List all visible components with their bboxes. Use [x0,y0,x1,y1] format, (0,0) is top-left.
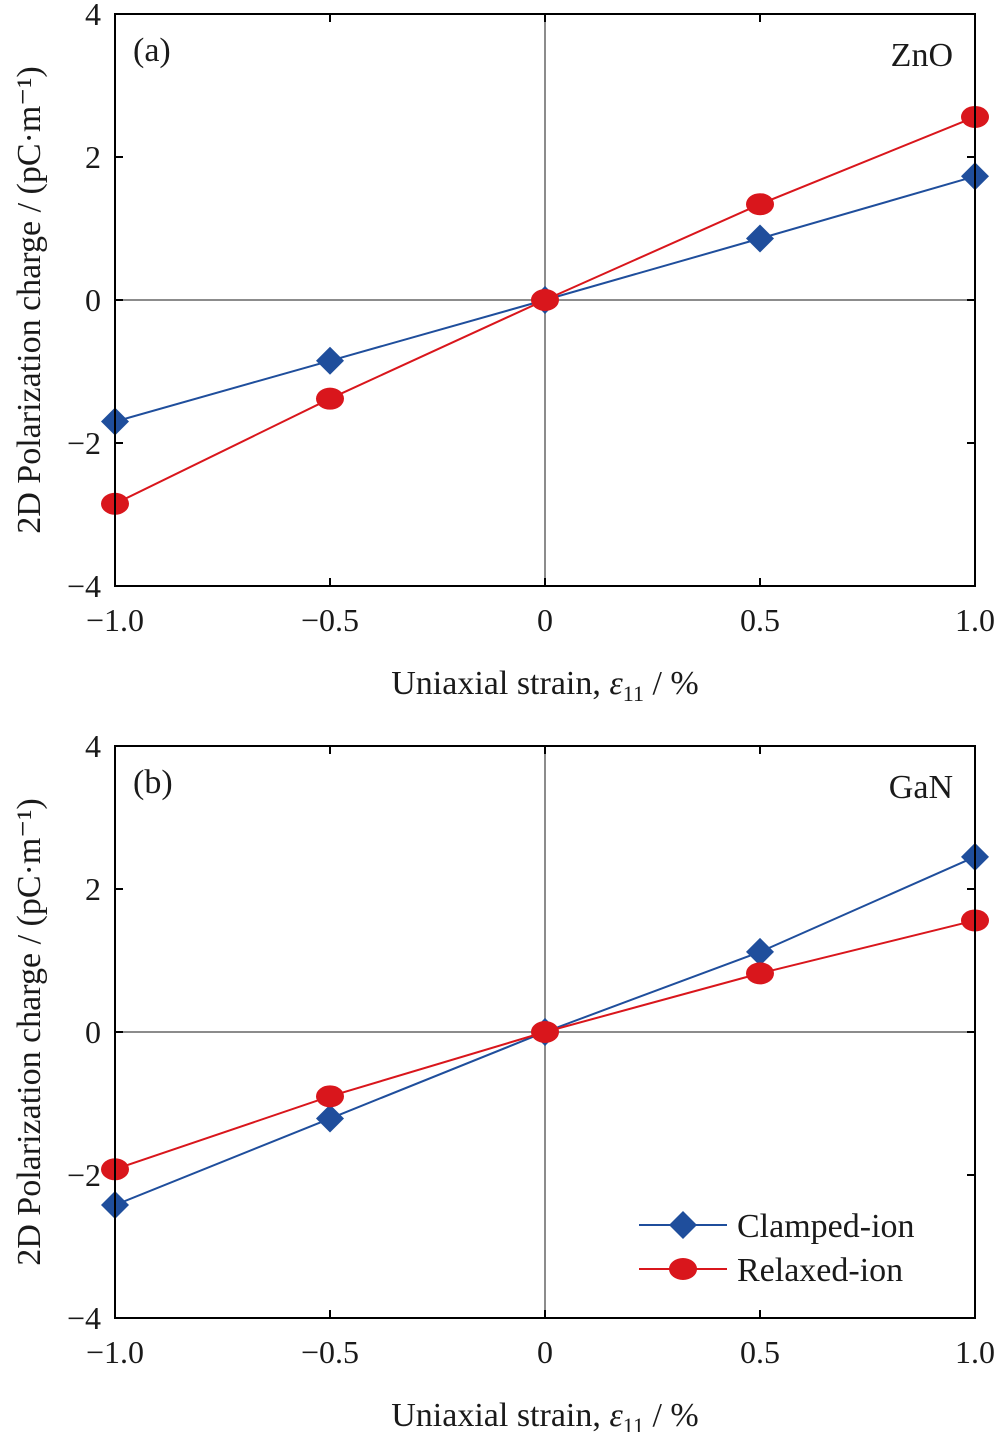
panel-a-plot: −1.0 −0.5 0 0.5 1.0 −4 −2 0 2 4 (a) ZnO Uniaxial str… [11,0,995,706]
plot-frame [114,745,976,1319]
y-axis-label: 2D Polarization charge / (pC·m⁻¹) [11,66,48,534]
data-point-diamond [316,1104,344,1133]
legend: Clamped-ion Relaxed-ion [639,1208,915,1289]
y-tick-label: 2 [85,139,101,175]
data-point-circle [531,289,559,311]
material-label: GaN [889,769,953,806]
panel-label: (b) [133,764,173,801]
data-point-diamond [746,224,774,253]
y-tick-label: 0 [85,1014,101,1050]
x-tick-label: 0.5 [740,602,780,638]
data-point-circle [316,1085,344,1108]
panel-b-plot: −1.0 −0.5 0 0.5 1.0 −4 −2 0 2 4 (b) GaN Uniaxial str… [11,728,995,1432]
data-point-circle [316,387,344,410]
x-tick-label: 1.0 [955,602,995,638]
x-tick-label: −0.5 [301,1334,359,1370]
y-tick-label: −2 [67,1157,101,1193]
y-tick-label: −4 [67,568,101,604]
x-tick-label: −1.0 [86,1334,144,1370]
data-point-circle [746,962,774,985]
x-tick-label: 0.5 [740,1334,780,1370]
x-axis-label: Uniaxial strain, ε11 / % [391,665,699,706]
legend-label: Clamped-ion [737,1208,915,1245]
plot-frame [114,13,976,587]
x-tick-label: 1.0 [955,1334,995,1370]
y-tick-label: 4 [85,728,101,764]
x-axis-label: Uniaxial strain, ε11 / % [391,1397,699,1432]
y-axis-label: 2D Polarization charge / (pC·m⁻¹) [11,798,48,1266]
data-point-diamond [746,937,774,966]
y-tick-label: 0 [85,282,101,318]
x-tick-label: 0 [537,602,553,638]
x-tick-label: 0 [537,1334,553,1370]
legend-marker-circle [669,1258,697,1280]
y-tick-label: 2 [85,871,101,907]
material-label: ZnO [891,37,953,74]
y-tick-label: 4 [85,0,101,32]
y-tick-label: −4 [67,1300,101,1336]
legend-marker-diamond [669,1211,697,1239]
data-point-circle [746,193,774,216]
data-point-circle [531,1021,559,1043]
data-point-diamond [316,346,344,375]
x-tick-label: −0.5 [301,602,359,638]
x-tick-label: −1.0 [86,602,144,638]
legend-label: Relaxed-ion [737,1252,903,1289]
panel-label: (a) [133,32,171,69]
y-tick-label: −2 [67,425,101,461]
